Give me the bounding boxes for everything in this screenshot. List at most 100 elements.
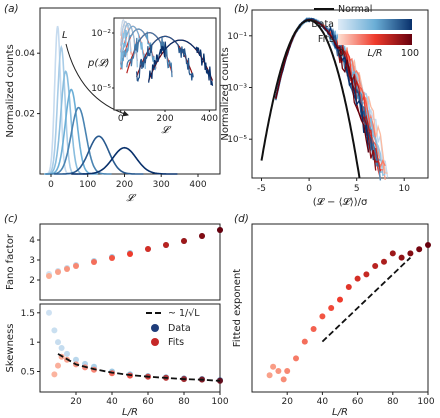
panel-a-xticks: 0 100 200 300 400 bbox=[48, 174, 207, 190]
panel-c-top: (c) 2 3 4 Fano factor bbox=[4, 213, 223, 301]
panel-d-points bbox=[266, 242, 431, 383]
panel-d-xtick: 80 bbox=[387, 397, 399, 407]
panel-c-bottom-xtick: 40 bbox=[106, 397, 118, 407]
panel-d-fit-point bbox=[275, 368, 282, 374]
panel-d-fit-point bbox=[363, 271, 370, 278]
panel-d-xtick: 40 bbox=[317, 397, 329, 407]
panel-c-top-ytick: 2 bbox=[29, 276, 35, 286]
panel-a-inset: 0 200 400 10⁻² 10⁻⁵ p(𝓛) 𝓛 bbox=[87, 17, 218, 136]
panel-a-inset-xlabel: 𝓛 bbox=[161, 125, 171, 136]
panel-b: (b) -5 0 5 10 10⁻¹ 10⁻³ 10⁻⁵ (𝓛 − ⟨𝓛⟩)/σ… bbox=[220, 3, 429, 208]
panel-c-legend-fits-marker bbox=[151, 338, 159, 346]
panel-d-guide-line bbox=[321, 256, 412, 343]
panel-b-legend-fits: Fits bbox=[318, 34, 334, 45]
panel-d-fit-point bbox=[328, 305, 335, 311]
panel-a-series-line bbox=[44, 25, 71, 175]
panel-c-bottom-data-point bbox=[51, 327, 58, 334]
panel-c-bottom-ytick: 1.5 bbox=[21, 309, 35, 319]
panel-c-top-points bbox=[46, 227, 223, 279]
panel-d-fit-point bbox=[407, 250, 414, 257]
panel-c-bottom-points bbox=[46, 309, 223, 384]
panel-a-inset-xtick: 0 bbox=[118, 114, 124, 124]
panel-c-top-ytick: 3 bbox=[29, 256, 35, 266]
panel-c-label: (c) bbox=[4, 213, 18, 225]
panel-b-normal-line bbox=[260, 19, 361, 179]
panel-c-top-fit-point bbox=[217, 227, 223, 233]
panel-c-top-ytick: 4 bbox=[29, 236, 35, 246]
panel-c-top-fit-point bbox=[109, 255, 115, 261]
panel-a-ytick: 0.04 bbox=[15, 49, 35, 59]
panel-c-top-yticks: 2 3 4 bbox=[29, 236, 40, 286]
panel-b-legend-normal: Normal bbox=[338, 4, 372, 15]
panel-b-curves bbox=[260, 17, 389, 181]
panel-d-fit-point bbox=[280, 376, 287, 383]
panel-c-top-fit-point bbox=[46, 273, 52, 279]
panel-d-xticks: 20 40 60 80 100 bbox=[281, 392, 435, 407]
panel-a-ytick: 0.02 bbox=[15, 110, 35, 120]
panel-b-xticks: -5 0 5 10 bbox=[257, 178, 410, 194]
panel-d-fit-point bbox=[345, 284, 352, 290]
panel-a-series-line bbox=[54, 135, 144, 175]
panel-a-annotation-L: L bbox=[62, 30, 68, 41]
panel-b-ylabel: Normalized counts bbox=[220, 47, 231, 140]
panel-d-fit-point bbox=[398, 254, 405, 261]
panel-c-bottom-ytick: 0.5 bbox=[21, 368, 35, 378]
panel-a-inset-data-line bbox=[148, 39, 214, 86]
panel-c-bottom-data-point bbox=[46, 309, 52, 316]
panel-c-bottom-fit-point bbox=[51, 371, 58, 378]
panel-b-legend-data: Data bbox=[311, 19, 334, 30]
panel-c-bottom-xtick: 100 bbox=[211, 397, 228, 407]
panel-c-bottom-legend: ~ 1/√L Data Fits bbox=[146, 308, 200, 348]
panel-c-top-fit-point bbox=[91, 259, 97, 265]
panel-c-bottom-ytick: 1 bbox=[29, 338, 35, 348]
panel-d-fit-point bbox=[310, 326, 317, 332]
panel-d: (d) 20 40 60 80 100 Fitted exponent L/R bbox=[232, 213, 435, 418]
panel-b-colorbar-min: 0 bbox=[338, 48, 344, 59]
panel-c-bottom-xticks: 20 40 60 80 100 bbox=[70, 392, 229, 407]
panel-b-xtick: -5 bbox=[257, 184, 266, 194]
panel-a-arrow bbox=[65, 43, 129, 117]
panel-d-xtick: 60 bbox=[352, 397, 364, 407]
panel-c-bottom-data-point bbox=[73, 356, 79, 363]
panel-c-bottom-data-point bbox=[58, 345, 65, 351]
panel-b-xtick: 10 bbox=[398, 184, 410, 194]
panel-a-inset-ytick: 10⁻⁵ bbox=[91, 84, 111, 94]
panel-a-inset-curves bbox=[120, 18, 214, 86]
panel-a-xtick: 400 bbox=[189, 180, 206, 190]
panel-c-bottom: 20 40 60 80 100 0.5 1 1.5 Skewness L/R ~… bbox=[5, 303, 229, 418]
panel-b-legend: Normal Data Fits 0 L/R 100 bbox=[311, 4, 419, 59]
panel-c-bottom-fit-point bbox=[55, 362, 61, 369]
panel-a-yticks: 0.02 0.04 bbox=[15, 49, 40, 120]
panel-d-fit-point bbox=[266, 372, 273, 379]
panel-d-xtick: 20 bbox=[281, 397, 293, 407]
panel-d-axes bbox=[251, 223, 429, 393]
panel-b-xlabel: (𝓛 − ⟨𝓛⟩)/σ bbox=[313, 196, 368, 208]
panel-d-fit-point bbox=[354, 275, 361, 282]
panel-c-bottom-data-point bbox=[64, 350, 70, 357]
panel-b-ytick: 10⁻³ bbox=[227, 84, 247, 94]
panel-c-top-fit-point bbox=[145, 246, 151, 252]
panel-c-top-ylabel: Fano factor bbox=[5, 233, 16, 290]
panel-b-ytick: 10⁻⁵ bbox=[227, 135, 247, 145]
panel-c-bottom-xtick: 60 bbox=[142, 397, 154, 407]
panel-a: (a) 0 100 200 300 400 0.02 0.04 𝓛 Normal… bbox=[4, 3, 221, 204]
panel-a-xtick: 100 bbox=[79, 180, 96, 190]
panel-c-legend-curve: ~ 1/√L bbox=[168, 308, 200, 319]
panel-c-top-fit-point bbox=[55, 269, 61, 275]
panel-b-colorbar-max: 100 bbox=[401, 48, 419, 59]
panel-a-label: (a) bbox=[4, 3, 19, 15]
panel-c-bottom-axes bbox=[39, 303, 221, 393]
panel-c-bottom-xlabel: L/R bbox=[122, 407, 138, 418]
panel-c-top-fit-point bbox=[73, 263, 79, 269]
panel-b-yticks: 10⁻¹ 10⁻³ 10⁻⁵ bbox=[227, 32, 252, 145]
panel-b-colorbar-red bbox=[338, 34, 412, 45]
panel-d-fit-point bbox=[381, 258, 387, 265]
panel-c-bottom-xtick: 20 bbox=[70, 397, 82, 407]
panel-c-legend-data-marker bbox=[151, 324, 159, 332]
panel-d-fit-point bbox=[284, 368, 291, 374]
panel-a-inset-ylabel: p(𝓛) bbox=[87, 58, 109, 69]
panel-a-xtick: 300 bbox=[153, 180, 170, 190]
panel-c-top-fit-point bbox=[163, 242, 169, 248]
panel-d-fit-point bbox=[389, 250, 396, 257]
